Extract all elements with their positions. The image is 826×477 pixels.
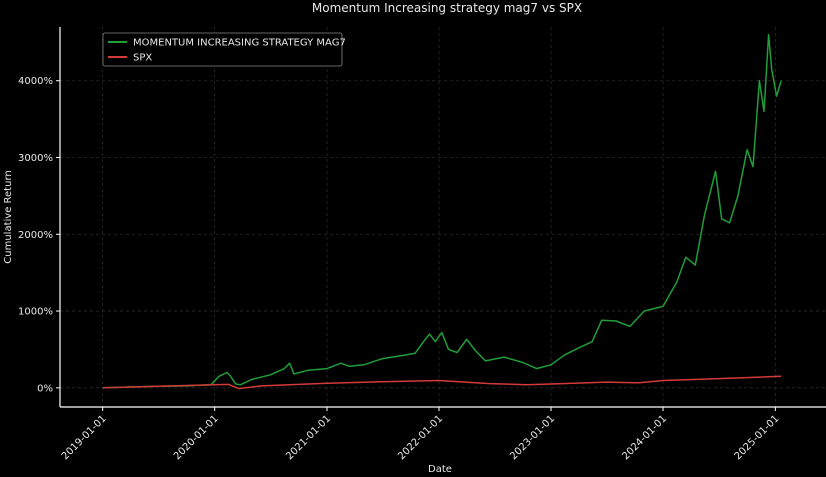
y-tick-label: 1000% (18, 307, 53, 318)
chart-title: Momentum Increasing strategy mag7 vs SPX (312, 1, 582, 15)
x-axis-label: Date (428, 464, 452, 475)
series-layer (102, 33, 782, 390)
series-line-momentum-strategy (102, 33, 782, 389)
grid (60, 27, 826, 407)
axes (59, 27, 826, 408)
legend-label: SPX (133, 53, 152, 64)
y-tick-label: 4000% (18, 76, 53, 87)
y-tick-label: 3000% (18, 153, 53, 164)
legend-label: MOMENTUM INCREASING STRATEGY MAG7 (133, 38, 346, 49)
y-tick-label: 2000% (18, 230, 53, 241)
legend: MOMENTUM INCREASING STRATEGY MAG7 SPX (102, 32, 346, 67)
y-axis-label: Cumulative Return (3, 170, 14, 263)
legend-box (102, 32, 343, 67)
series-line-spx (102, 375, 782, 390)
y-tick-label: 0% (37, 383, 53, 394)
